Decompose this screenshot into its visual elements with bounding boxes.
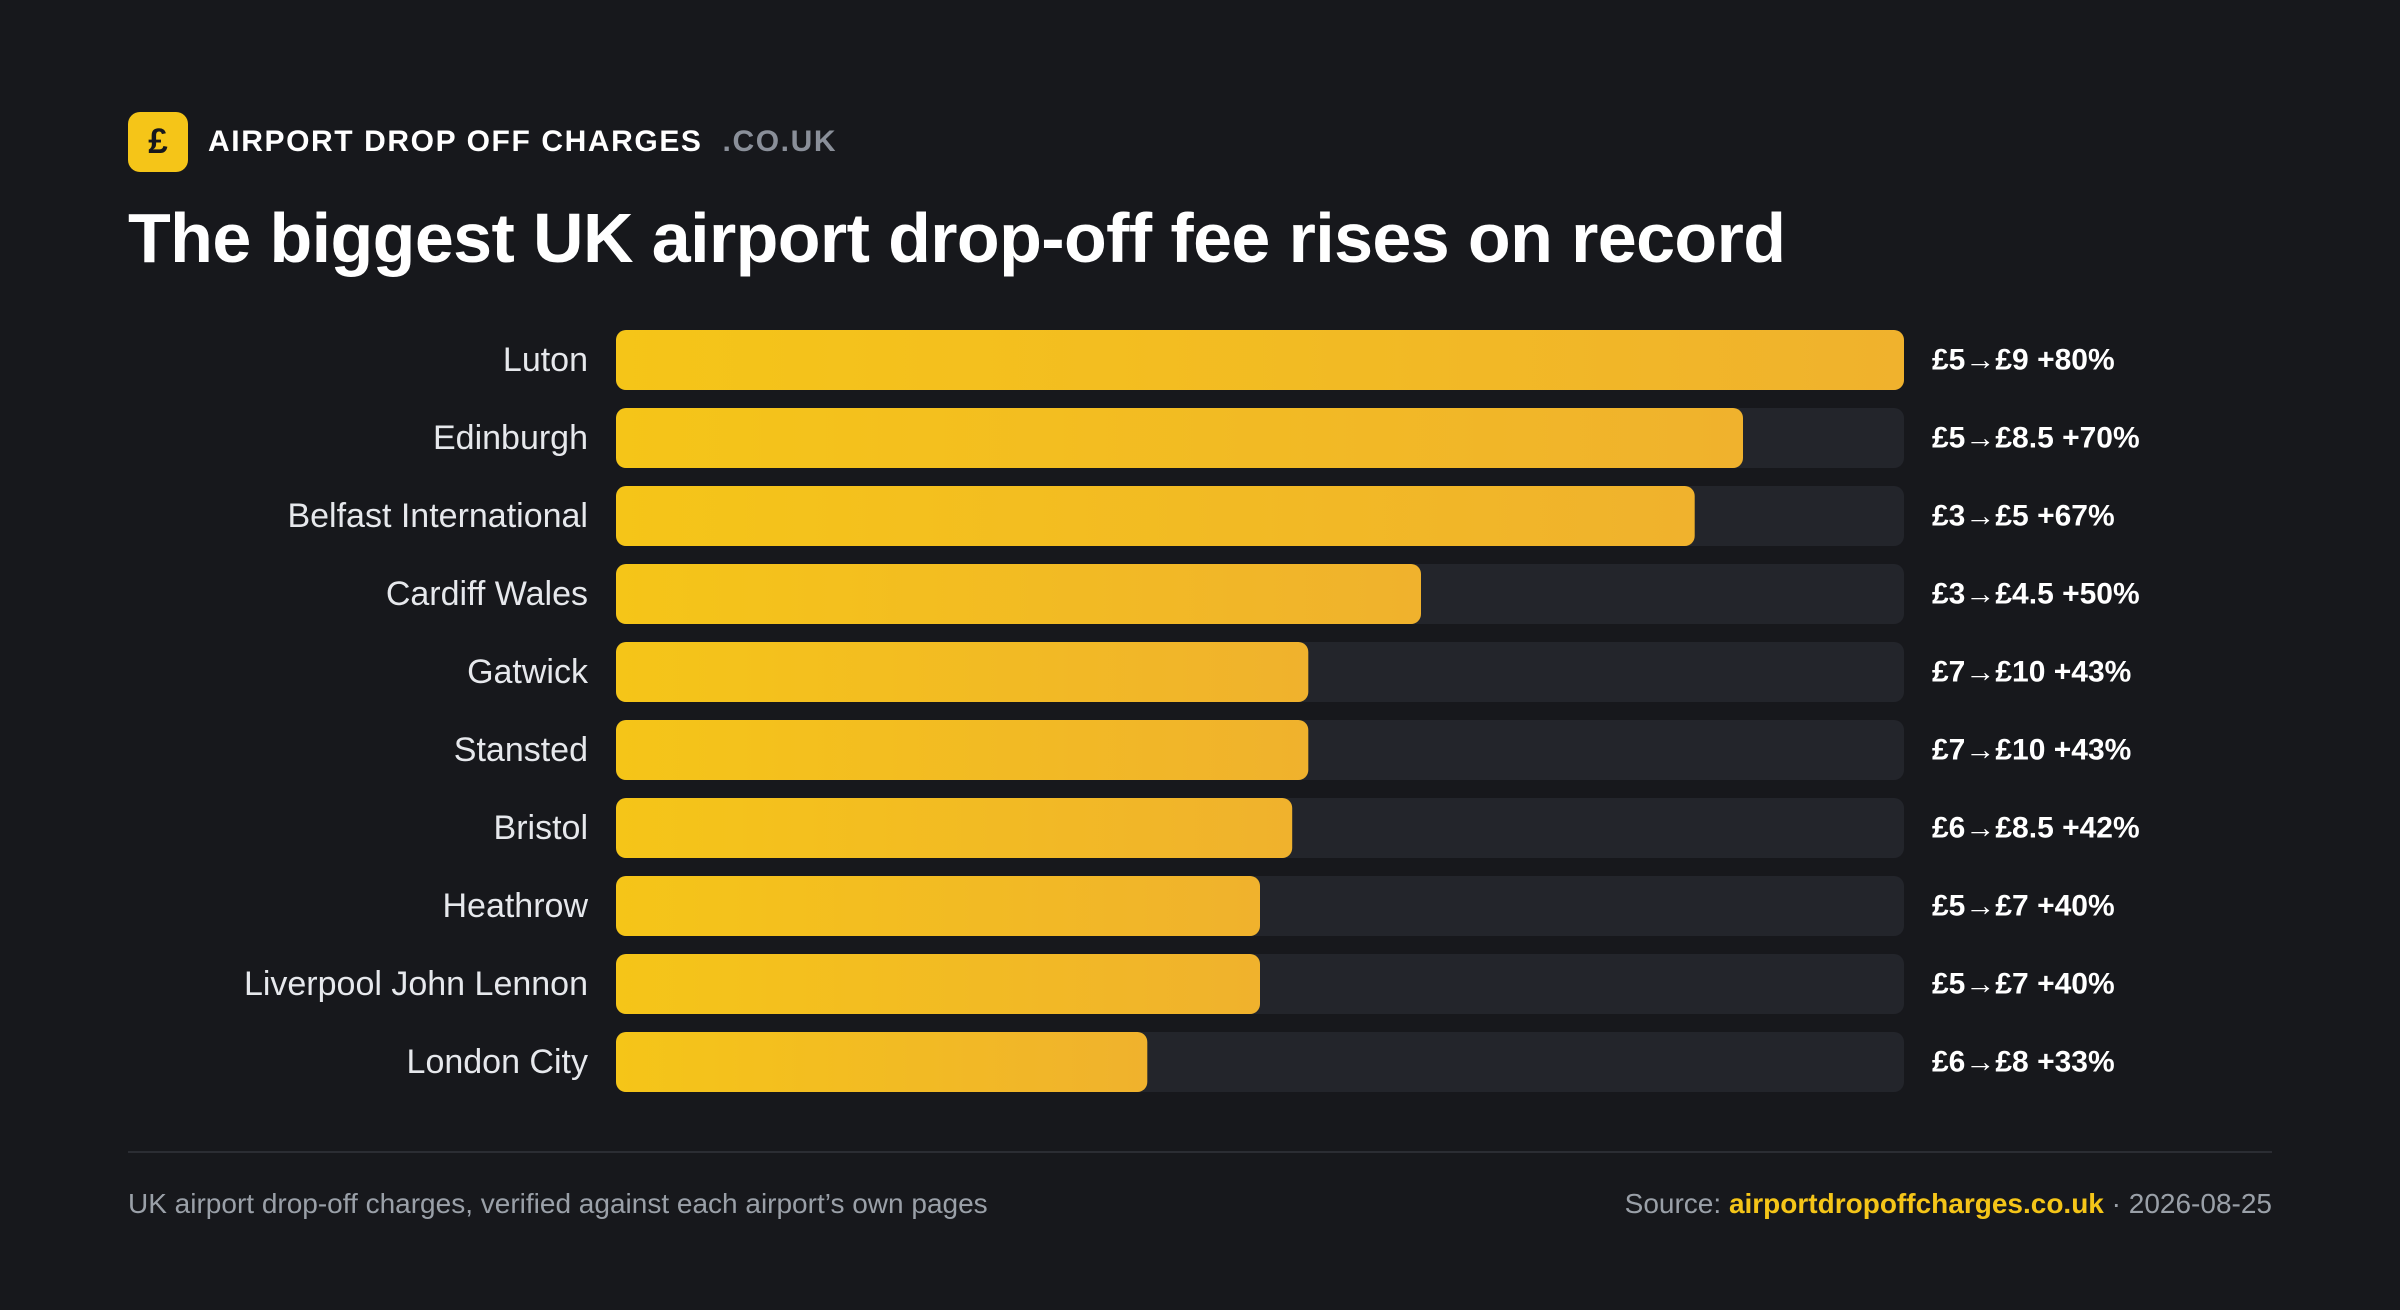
source-separator: · bbox=[2103, 1188, 2129, 1219]
bar bbox=[616, 330, 1904, 390]
category-label: Liverpool John Lennon bbox=[244, 965, 588, 1003]
bar bbox=[616, 876, 1260, 936]
value-label: £5→£7 +40% bbox=[1932, 890, 2115, 923]
category-label: Luton bbox=[503, 341, 588, 379]
category-label: Gatwick bbox=[467, 653, 589, 691]
category-label: London City bbox=[407, 1043, 588, 1081]
brand-name: AIRPORT DROP OFF CHARGES bbox=[208, 125, 703, 158]
value-label: £7→£10 +43% bbox=[1932, 656, 2131, 689]
brand-header: £ AIRPORT DROP OFF CHARGES .CO.UK bbox=[128, 112, 837, 172]
bar bbox=[616, 954, 1260, 1014]
bar-chart: Luton £5→£9 +80% Edinburgh £5→£8.5 +70% Belf… bbox=[244, 330, 2140, 1092]
brand-tld: .CO.UK bbox=[722, 125, 838, 158]
value-label: £6→£8 +33% bbox=[1932, 1046, 2115, 1079]
category-label: Bristol bbox=[494, 809, 588, 847]
footer-note: UK airport drop-off charges, verified ag… bbox=[128, 1188, 988, 1219]
footer-divider bbox=[128, 1151, 2272, 1153]
value-label: £6→£8.5 +42% bbox=[1932, 812, 2140, 845]
value-label: £5→£9 +80% bbox=[1932, 344, 2115, 377]
bar bbox=[616, 798, 1293, 858]
source-date: 2026-08-25 bbox=[2128, 1188, 2272, 1219]
footer-source: Source: airportdropoffcharges.co.uk · 20… bbox=[1625, 1188, 2272, 1220]
pound-icon: £ bbox=[128, 112, 188, 172]
category-label: Belfast International bbox=[287, 497, 588, 535]
category-label: Edinburgh bbox=[433, 419, 588, 457]
source-link[interactable]: airportdropoffcharges.co.uk bbox=[1728, 1188, 2104, 1219]
category-label: Cardiff Wales bbox=[386, 575, 588, 613]
value-label: £3→£5 +67% bbox=[1932, 500, 2115, 533]
bar bbox=[616, 720, 1309, 780]
source-prefix: Source: bbox=[1624, 1188, 1729, 1219]
value-label: £3→£4.5 +50% bbox=[1932, 578, 2140, 611]
value-label: £7→£10 +43% bbox=[1932, 734, 2131, 767]
bar bbox=[616, 486, 1695, 546]
bars-layer: Luton £5→£9 +80% Edinburgh £5→£8.5 +70% Belf… bbox=[244, 330, 2140, 1092]
bar bbox=[616, 642, 1309, 702]
value-label: £5→£7 +40% bbox=[1932, 968, 2115, 1001]
category-label: Stansted bbox=[454, 731, 588, 769]
chart-title: The biggest UK airport drop-off fee rise… bbox=[128, 199, 1786, 277]
bar bbox=[616, 1032, 1148, 1092]
bar bbox=[616, 564, 1421, 624]
category-label: Heathrow bbox=[442, 887, 588, 925]
bar bbox=[616, 408, 1743, 468]
value-label: £5→£8.5 +70% bbox=[1932, 422, 2140, 455]
